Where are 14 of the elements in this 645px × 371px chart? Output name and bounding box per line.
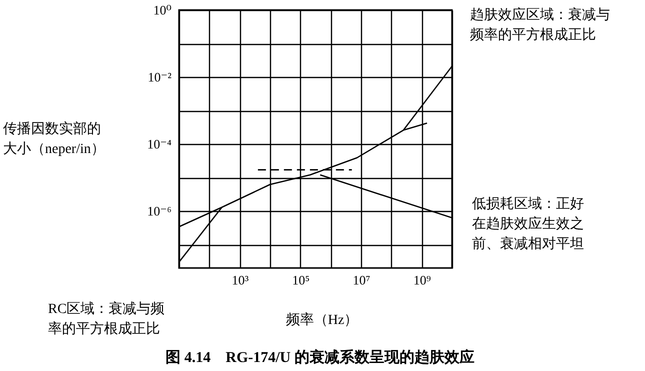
y-axis-title: 传播因数实部的大小（neper/in） <box>3 121 105 157</box>
y-tick-label: 10⁻⁴ <box>147 136 172 152</box>
x-axis-title: 频率（Hz） <box>286 312 358 328</box>
x-tick-label: 10⁹ <box>413 272 432 288</box>
x-tick-label: 10³ <box>232 272 249 288</box>
text: RC区域：衰减与频率的平方根成正比 <box>48 301 165 337</box>
y-tick-label: 10⁰ <box>153 2 172 18</box>
x-tick-label: 10⁵ <box>292 272 310 288</box>
y-tick-label: 10⁻⁶ <box>147 204 172 219</box>
text: 图 4.14 RG-174/U 的衰减系数呈现的趋肤效应 <box>166 348 474 366</box>
text: 低损耗区域：正好在趋肤效应生效之前、衰减相对平坦 <box>472 196 584 252</box>
y-tick-label: 10⁻² <box>148 70 172 85</box>
text: 趋肤效应区域：衰减与频率的平方根成正比 <box>470 7 610 43</box>
x-tick-label: 10⁷ <box>352 272 370 288</box>
